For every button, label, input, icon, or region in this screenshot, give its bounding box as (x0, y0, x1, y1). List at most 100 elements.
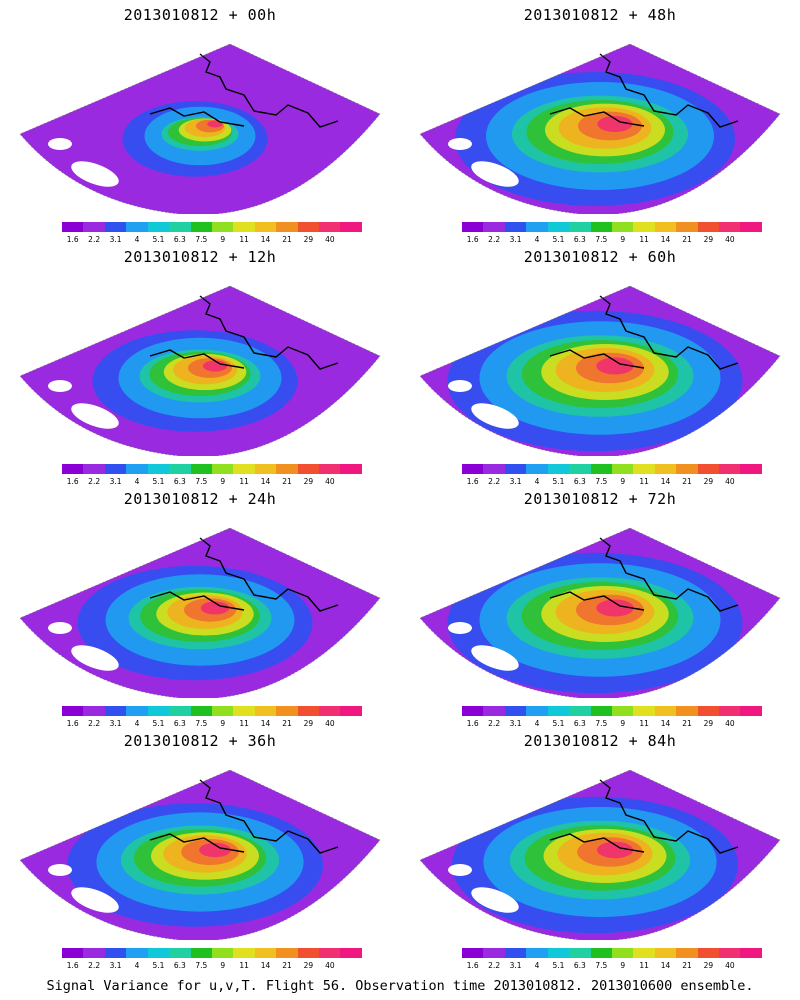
colorbar-swatch (254, 464, 277, 474)
colorbar-tick-label: 7.5 (195, 235, 208, 244)
colorbar-tick-label: 3.1 (509, 961, 522, 970)
colorbar-swatch (483, 948, 505, 958)
colorbar-swatch (697, 222, 720, 232)
colorbar-tick-label: 40 (325, 719, 335, 728)
colorbar-tick-label: 14 (260, 235, 271, 244)
colorbar-tick-label: 40 (325, 235, 335, 244)
colorbar-swatch (719, 464, 741, 474)
colorbar-swatch (83, 222, 105, 232)
colorbar-swatch (276, 706, 298, 716)
colorbar-swatch (147, 222, 170, 232)
colorbar-swatch (62, 222, 84, 232)
colorbar-swatch (590, 464, 612, 474)
colorbar-swatch (719, 222, 741, 232)
colorbar-tick-label: 1.6 (466, 477, 479, 486)
colorbar-swatch (676, 948, 698, 958)
colorbar-swatch (654, 706, 677, 716)
colorbar-swatch (569, 948, 591, 958)
colorbar-tick-label: 6.3 (573, 719, 586, 728)
colorbar-tick-label: 4 (534, 961, 540, 970)
variance-map (419, 769, 781, 940)
colorbar-tick-label: 7.5 (195, 719, 208, 728)
colorbar-tick-label: 5.1 (552, 961, 565, 970)
variance-map (419, 43, 781, 214)
colorbar-swatch (633, 948, 655, 958)
colorbar-tick-label: 3.1 (109, 961, 122, 970)
colorbar-tick-label: 29 (303, 235, 314, 244)
colorbar-swatch (526, 706, 548, 716)
colorbar-tick-label: 6.3 (173, 961, 186, 970)
colorbar-tick-label: 40 (725, 235, 735, 244)
colorbar-tick-label: 1.6 (66, 961, 79, 970)
colorbar-tick-label: 21 (282, 235, 292, 244)
map-panel: 2013010812 + 00h 1.6 2.2 3.1 4 5.1 6.3 7.5 9 11 14… (0, 0, 400, 244)
colorbar-tick-label: 21 (682, 719, 692, 728)
colorbar-swatch (740, 948, 762, 958)
colorbar-swatch (190, 222, 212, 232)
colorbar-tick-label: 1.6 (466, 235, 479, 244)
colorbar-tick-label: 4 (534, 235, 540, 244)
colorbar-tick-label: 40 (725, 477, 735, 486)
colorbar-swatch (190, 948, 212, 958)
colorbar-tick-label: 1.6 (466, 961, 479, 970)
colorbar-swatch (62, 948, 84, 958)
colorbar-tick-label: 5.1 (152, 719, 165, 728)
colorbar-swatch (169, 706, 191, 716)
colorbar-swatch (569, 222, 591, 232)
panel-title: 2013010812 + 36h (123, 732, 277, 750)
colorbar-swatch (83, 706, 105, 716)
colorbar-tick-label: 9 (220, 477, 226, 486)
colorbar (462, 222, 762, 232)
colorbar-tick-label: 9 (220, 235, 226, 244)
colorbar-tick-label: 5.1 (552, 235, 565, 244)
colorbar-tick-label: 7.5 (195, 477, 208, 486)
colorbar-tick-label: 29 (703, 235, 714, 244)
colorbar-tick-label: 40 (725, 719, 735, 728)
colorbar-tick-label: 7.5 (595, 719, 608, 728)
colorbar-swatch (504, 222, 527, 232)
variance-map (19, 285, 381, 456)
colorbar-tick-label: 11 (639, 235, 649, 244)
colorbar-swatch (190, 706, 212, 716)
colorbar-tick-label: 5.1 (552, 477, 565, 486)
colorbar-swatch (740, 706, 762, 716)
colorbar-tick-label: 14 (660, 235, 671, 244)
colorbar-swatch (633, 464, 655, 474)
colorbar-swatch (462, 222, 484, 232)
colorbar-tick-label: 2.2 (88, 719, 101, 728)
colorbar-labels: 1.6 2.2 3.1 4 5.1 6.3 7.5 9 11 14 21 29 40 (45, 235, 355, 245)
colorbar-swatch (83, 948, 105, 958)
map-panel: 2013010812 + 12h 1.6 2.2 3.1 4 5.1 6.3 7.5 9 11 14… (0, 242, 400, 486)
panel-title: 2013010812 + 00h (123, 6, 277, 24)
colorbar-tick-label: 9 (220, 719, 226, 728)
colorbar-tick-label: 11 (239, 235, 249, 244)
colorbar-swatch (126, 464, 148, 474)
colorbar-swatch (211, 222, 234, 232)
colorbar-tick-label: 21 (282, 477, 292, 486)
colorbar-swatch (211, 948, 234, 958)
colorbar-swatch (590, 948, 612, 958)
colorbar-tick-label: 2.2 (488, 235, 501, 244)
colorbar-tick-label: 6.3 (573, 235, 586, 244)
colorbar-tick-label: 5.1 (152, 961, 165, 970)
colorbar-swatch (654, 948, 677, 958)
colorbar-tick-label: 21 (682, 961, 692, 970)
colorbar-swatch (233, 222, 255, 232)
colorbar-labels: 1.6 2.2 3.1 4 5.1 6.3 7.5 9 11 14 21 29 40 (445, 719, 755, 729)
colorbar (62, 706, 362, 716)
colorbar-tick-label: 9 (220, 961, 226, 970)
colorbar-tick-label: 4 (134, 477, 140, 486)
colorbar-tick-label: 29 (303, 719, 314, 728)
colorbar-swatch (547, 222, 570, 232)
colorbar-tick-label: 1.6 (66, 235, 79, 244)
colorbar-swatch (233, 464, 255, 474)
colorbar-tick-label: 3.1 (509, 477, 522, 486)
colorbar-tick-label: 4 (534, 477, 540, 486)
colorbar-swatch (462, 706, 484, 716)
colorbar-tick-label: 3.1 (109, 719, 122, 728)
colorbar-swatch (104, 948, 127, 958)
colorbar-swatch (569, 706, 591, 716)
colorbar-swatch (462, 948, 484, 958)
colorbar-swatch (740, 222, 762, 232)
colorbar-swatch (211, 464, 234, 474)
